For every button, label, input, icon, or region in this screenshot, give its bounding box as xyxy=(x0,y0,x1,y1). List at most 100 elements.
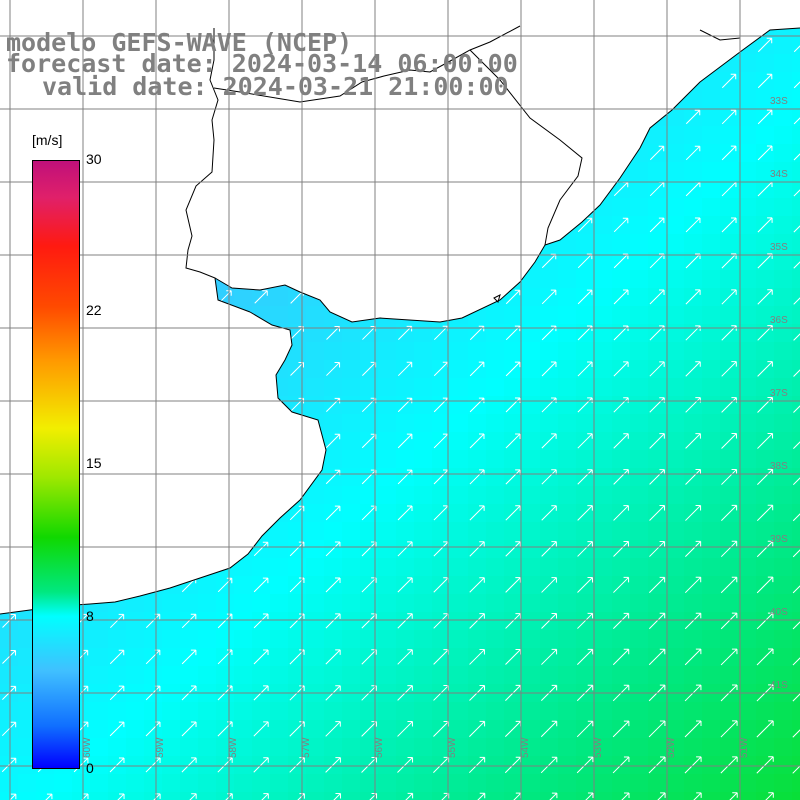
wind-cell xyxy=(414,486,433,505)
wind-cell xyxy=(666,558,685,577)
wind-arrow xyxy=(325,541,341,557)
wind-cell xyxy=(414,540,433,559)
wind-cell xyxy=(504,306,523,325)
wind-cell xyxy=(720,198,739,217)
wind-cell xyxy=(702,216,721,235)
wind-cell xyxy=(396,594,415,613)
wind-arrow xyxy=(253,541,269,557)
wind-cell xyxy=(342,540,361,559)
wind-cell xyxy=(0,774,19,793)
wind-cell xyxy=(648,666,667,685)
wind-arrow xyxy=(649,361,665,377)
wind-cell xyxy=(738,648,757,667)
wind-cell xyxy=(774,432,793,451)
wind-cell xyxy=(702,540,721,559)
wind-cell xyxy=(738,180,757,199)
wind-cell xyxy=(792,360,800,379)
wind-cell xyxy=(378,792,397,800)
wind-cell xyxy=(342,648,361,667)
wind-arrow xyxy=(397,433,413,449)
wind-arrow xyxy=(325,721,341,737)
wind-cell xyxy=(774,792,793,800)
wind-arrow xyxy=(541,577,557,593)
wind-cell xyxy=(342,432,361,451)
wind-cell xyxy=(756,702,775,721)
wind-cell xyxy=(450,522,469,541)
wind-cell xyxy=(648,450,667,469)
wind-cell xyxy=(576,666,595,685)
wind-cell xyxy=(792,648,800,667)
wind-cell xyxy=(396,414,415,433)
wind-cell xyxy=(468,594,487,613)
wind-cell xyxy=(702,162,721,181)
wind-cell xyxy=(558,432,577,451)
wind-cell xyxy=(270,666,289,685)
wind-cell xyxy=(630,162,649,181)
wind-cell xyxy=(612,792,631,800)
wind-cell xyxy=(630,450,649,469)
wind-cell xyxy=(468,414,487,433)
wind-cell xyxy=(270,720,289,739)
wind-cell xyxy=(288,306,307,325)
wind-cell xyxy=(684,558,703,577)
wind-cell xyxy=(702,270,721,289)
wind-cell xyxy=(558,450,577,469)
wind-arrow xyxy=(793,441,800,449)
wind-cell xyxy=(594,252,613,271)
wind-arrow xyxy=(290,362,304,376)
wind-cell xyxy=(306,720,325,739)
wind-arrow xyxy=(721,397,737,413)
wind-arrow xyxy=(684,612,702,630)
wind-cell xyxy=(738,576,757,595)
wind-cell xyxy=(180,792,199,800)
wind-cell xyxy=(774,450,793,469)
wind-cell xyxy=(684,378,703,397)
wind-cell xyxy=(774,648,793,667)
wind-cell xyxy=(378,756,397,775)
wind-cell xyxy=(702,198,721,217)
wind-cell xyxy=(522,738,541,757)
wind-cell xyxy=(342,360,361,379)
wind-cell xyxy=(648,342,667,361)
wind-cell xyxy=(774,108,793,127)
wind-arrow xyxy=(685,504,702,521)
wind-arrow xyxy=(469,541,485,557)
wind-arrow xyxy=(541,648,558,665)
wind-arrow xyxy=(693,792,702,800)
wind-cell xyxy=(756,522,775,541)
wind-cell xyxy=(792,54,800,73)
lon-label: 58W xyxy=(228,737,239,758)
wind-cell xyxy=(774,324,793,343)
wind-cell xyxy=(774,558,793,577)
wind-arrow xyxy=(685,145,701,161)
wind-cell xyxy=(288,792,307,800)
wind-cell xyxy=(630,504,649,523)
wind-cell xyxy=(360,450,379,469)
wind-cell xyxy=(684,306,703,325)
wind-arrow xyxy=(649,576,666,593)
wind-cell xyxy=(738,324,757,343)
wind-cell xyxy=(522,450,541,469)
colorbar xyxy=(32,160,80,769)
wind-cell xyxy=(450,360,469,379)
wind-cell xyxy=(684,414,703,433)
wind-cell xyxy=(576,792,595,800)
wind-cell xyxy=(450,432,469,451)
wind-cell xyxy=(288,702,307,721)
wind-arrow xyxy=(613,217,629,233)
wind-cell xyxy=(702,360,721,379)
wind-cell xyxy=(486,486,505,505)
wind-cell xyxy=(306,396,325,415)
wind-arrow xyxy=(793,369,800,377)
wind-cell xyxy=(774,756,793,775)
wind-arrow xyxy=(541,505,557,521)
wind-cell xyxy=(486,756,505,775)
wind-cell xyxy=(270,540,289,559)
wind-cell xyxy=(504,378,523,397)
wind-cell xyxy=(522,324,541,343)
wind-cell xyxy=(414,612,433,631)
wind-cell xyxy=(774,90,793,109)
wind-arrow xyxy=(189,793,197,800)
wind-cell xyxy=(774,612,793,631)
wind-cell xyxy=(576,630,595,649)
